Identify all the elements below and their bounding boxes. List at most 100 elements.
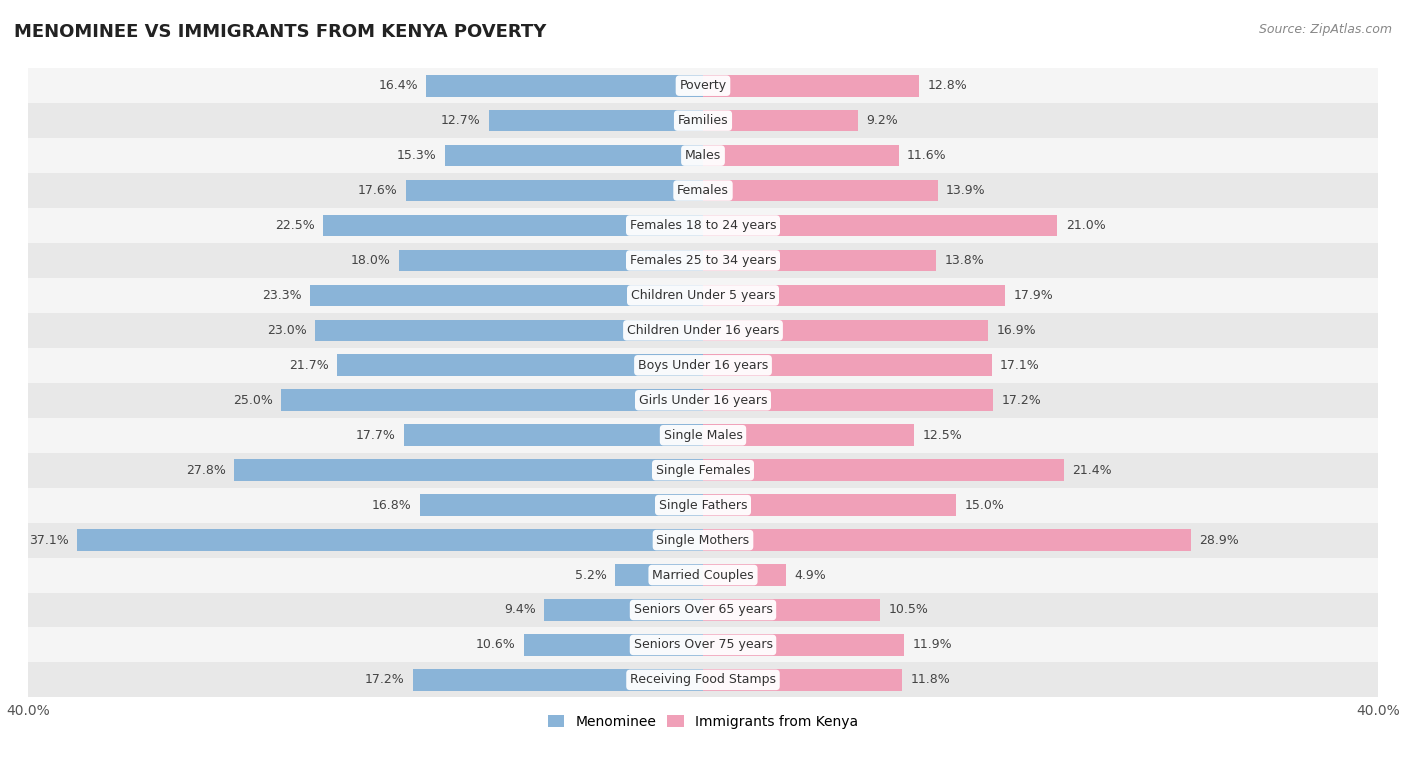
Text: Children Under 16 years: Children Under 16 years	[627, 324, 779, 337]
Text: 18.0%: 18.0%	[352, 254, 391, 267]
Text: Females: Females	[678, 184, 728, 197]
Legend: Menominee, Immigrants from Kenya: Menominee, Immigrants from Kenya	[543, 709, 863, 735]
Text: 17.1%: 17.1%	[1000, 359, 1039, 372]
Bar	[703, 494, 956, 516]
Text: Boys Under 16 years: Boys Under 16 years	[638, 359, 768, 372]
Text: 13.9%: 13.9%	[946, 184, 986, 197]
Bar	[703, 75, 920, 96]
Bar	[444, 145, 703, 167]
Bar	[28, 243, 1378, 278]
Text: 22.5%: 22.5%	[276, 219, 315, 232]
Bar	[28, 138, 1378, 173]
Bar	[419, 494, 703, 516]
Bar	[28, 662, 1378, 697]
Bar	[703, 424, 914, 446]
Text: 10.5%: 10.5%	[889, 603, 928, 616]
Bar	[703, 669, 903, 691]
Bar	[703, 355, 991, 376]
Text: 9.2%: 9.2%	[866, 114, 898, 127]
Bar	[703, 634, 904, 656]
Bar	[28, 68, 1378, 103]
Text: 9.4%: 9.4%	[505, 603, 536, 616]
Text: 21.0%: 21.0%	[1066, 219, 1105, 232]
Text: 12.8%: 12.8%	[928, 79, 967, 92]
Text: Single Females: Single Females	[655, 464, 751, 477]
Bar	[489, 110, 703, 131]
Bar	[28, 383, 1378, 418]
Text: 17.2%: 17.2%	[364, 673, 405, 687]
Text: Males: Males	[685, 149, 721, 162]
Bar	[281, 390, 703, 411]
Text: 10.6%: 10.6%	[477, 638, 516, 651]
Bar	[703, 110, 858, 131]
Bar	[28, 487, 1378, 522]
Bar	[28, 453, 1378, 487]
Bar	[616, 564, 703, 586]
Text: Families: Families	[678, 114, 728, 127]
Text: 11.9%: 11.9%	[912, 638, 952, 651]
Bar	[28, 418, 1378, 453]
Text: 28.9%: 28.9%	[1199, 534, 1239, 547]
Bar	[28, 593, 1378, 628]
Bar	[315, 320, 703, 341]
Text: 15.0%: 15.0%	[965, 499, 1004, 512]
Text: 4.9%: 4.9%	[794, 568, 825, 581]
Text: Single Males: Single Males	[664, 429, 742, 442]
Bar	[703, 249, 936, 271]
Text: Girls Under 16 years: Girls Under 16 years	[638, 393, 768, 407]
Text: Married Couples: Married Couples	[652, 568, 754, 581]
Text: Children Under 5 years: Children Under 5 years	[631, 289, 775, 302]
Text: 13.8%: 13.8%	[945, 254, 984, 267]
Bar	[399, 249, 703, 271]
Bar	[28, 628, 1378, 662]
Text: Receiving Food Stamps: Receiving Food Stamps	[630, 673, 776, 687]
Bar	[28, 348, 1378, 383]
Bar	[703, 390, 993, 411]
Text: Source: ZipAtlas.com: Source: ZipAtlas.com	[1258, 23, 1392, 36]
Bar	[524, 634, 703, 656]
Text: Seniors Over 65 years: Seniors Over 65 years	[634, 603, 772, 616]
Bar	[703, 320, 988, 341]
Bar	[28, 313, 1378, 348]
Bar	[28, 208, 1378, 243]
Bar	[703, 529, 1191, 551]
Bar	[406, 180, 703, 202]
Text: 17.9%: 17.9%	[1014, 289, 1053, 302]
Text: 12.7%: 12.7%	[440, 114, 481, 127]
Bar	[323, 215, 703, 236]
Text: 17.2%: 17.2%	[1001, 393, 1042, 407]
Text: 11.8%: 11.8%	[911, 673, 950, 687]
Bar	[28, 278, 1378, 313]
Text: 15.3%: 15.3%	[396, 149, 436, 162]
Bar	[28, 173, 1378, 208]
Bar	[77, 529, 703, 551]
Text: Poverty: Poverty	[679, 79, 727, 92]
Text: 21.7%: 21.7%	[288, 359, 329, 372]
Bar	[413, 669, 703, 691]
Bar	[703, 459, 1064, 481]
Text: 12.5%: 12.5%	[922, 429, 962, 442]
Bar	[426, 75, 703, 96]
Text: 11.6%: 11.6%	[907, 149, 946, 162]
Bar	[703, 215, 1057, 236]
Text: 37.1%: 37.1%	[30, 534, 69, 547]
Bar	[703, 284, 1005, 306]
Text: 21.4%: 21.4%	[1073, 464, 1112, 477]
Text: Females 25 to 34 years: Females 25 to 34 years	[630, 254, 776, 267]
Text: MENOMINEE VS IMMIGRANTS FROM KENYA POVERTY: MENOMINEE VS IMMIGRANTS FROM KENYA POVER…	[14, 23, 547, 41]
Bar	[28, 522, 1378, 558]
Bar	[337, 355, 703, 376]
Text: 16.8%: 16.8%	[371, 499, 411, 512]
Bar	[405, 424, 703, 446]
Text: Single Fathers: Single Fathers	[659, 499, 747, 512]
Text: 17.7%: 17.7%	[356, 429, 396, 442]
Bar	[233, 459, 703, 481]
Bar	[544, 599, 703, 621]
Text: 16.4%: 16.4%	[378, 79, 418, 92]
Bar	[703, 145, 898, 167]
Text: 27.8%: 27.8%	[186, 464, 225, 477]
Text: 16.9%: 16.9%	[997, 324, 1036, 337]
Bar	[703, 564, 786, 586]
Text: 5.2%: 5.2%	[575, 568, 607, 581]
Text: Single Mothers: Single Mothers	[657, 534, 749, 547]
